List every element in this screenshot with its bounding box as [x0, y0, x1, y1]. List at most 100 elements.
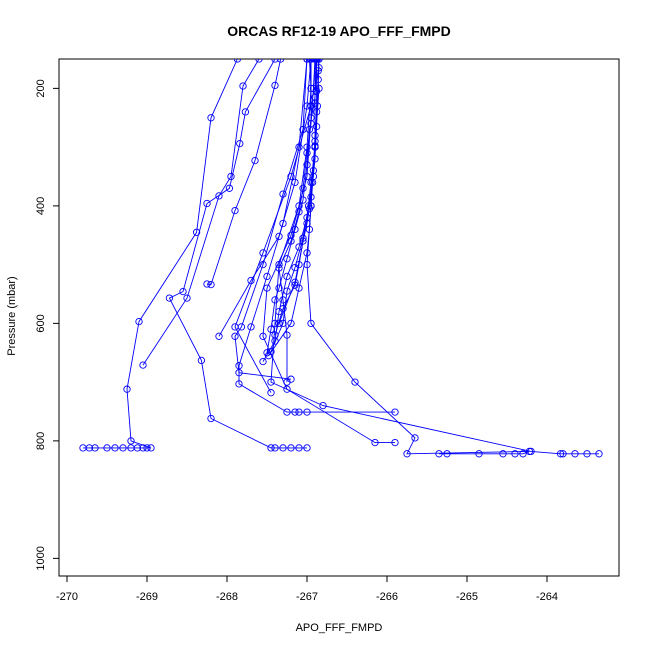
data-point	[147, 444, 155, 452]
data-point	[123, 385, 131, 393]
x-tick-label: -268	[216, 591, 238, 603]
data-point	[295, 408, 303, 416]
data-point	[511, 450, 519, 458]
data-point	[303, 260, 311, 269]
data-point	[443, 450, 451, 458]
series-line	[234, 59, 312, 393]
data-point	[315, 64, 323, 72]
data-point	[303, 161, 311, 169]
data-point	[307, 202, 315, 210]
data-point	[559, 450, 567, 458]
data-point	[295, 444, 303, 452]
data-point	[215, 332, 223, 340]
data-point	[308, 178, 317, 187]
data-point	[287, 172, 295, 181]
y-axis-label: Pressure (mbar)	[6, 276, 18, 355]
data-point	[207, 414, 215, 423]
data-point	[271, 331, 279, 339]
data-point	[271, 444, 279, 452]
series-line	[270, 59, 599, 455]
data-point	[312, 122, 321, 131]
data-point	[165, 294, 174, 302]
series-line	[278, 59, 320, 324]
data-point	[556, 450, 565, 458]
data-point	[267, 347, 275, 356]
data-point	[263, 284, 271, 292]
data-point	[319, 401, 327, 410]
data-point	[275, 319, 283, 328]
data-point	[303, 149, 311, 157]
data-point	[311, 131, 319, 140]
data-point	[351, 378, 359, 386]
x-axis: -270 -269 -268 -267 -266 -265 -264	[56, 575, 558, 603]
data-point	[225, 184, 234, 192]
data-point	[231, 206, 239, 215]
data-point	[139, 444, 147, 452]
data-point	[519, 450, 527, 458]
x-tick-label: -265	[456, 591, 478, 603]
data-point	[111, 444, 119, 452]
data-point	[305, 125, 314, 134]
series-line	[238, 59, 395, 413]
data-point	[197, 356, 206, 365]
data-point	[304, 202, 313, 210]
x-tick-label: -264	[536, 591, 558, 603]
data-point	[283, 378, 291, 386]
data-point	[475, 450, 483, 458]
data-point	[179, 287, 187, 296]
data-point	[283, 331, 291, 339]
data-point	[291, 408, 299, 416]
data-point	[259, 332, 267, 340]
data-point	[311, 99, 319, 107]
data-point	[255, 59, 263, 63]
data-point	[263, 272, 271, 281]
data-point	[235, 380, 243, 388]
plot-frame	[58, 58, 620, 577]
data-point	[203, 199, 211, 208]
data-point	[271, 296, 279, 304]
series-line	[234, 59, 308, 380]
series-line	[262, 59, 395, 444]
y-tick-label: 400	[35, 197, 47, 215]
data-point	[85, 444, 94, 452]
data-point	[283, 287, 291, 295]
series-line	[268, 59, 318, 356]
data-point	[279, 219, 287, 228]
y-tick-label: 1000	[35, 546, 47, 570]
data-point	[303, 444, 311, 452]
data-point	[403, 450, 411, 458]
series-line	[218, 59, 312, 337]
data-point	[275, 232, 283, 241]
data-point	[307, 59, 315, 63]
data-point	[279, 319, 287, 328]
data-point	[279, 305, 287, 313]
data-point	[215, 192, 223, 200]
series-line	[142, 59, 260, 366]
data-point	[527, 447, 535, 456]
data-point	[231, 332, 239, 340]
data-point	[259, 249, 267, 257]
chart-title: ORCAS RF12-19 APO_FFF_FMPD	[227, 23, 451, 39]
data-point	[267, 378, 275, 386]
data-point	[231, 323, 239, 331]
data-point	[283, 272, 291, 281]
x-tick-label: -267	[296, 591, 318, 603]
data-point	[235, 369, 243, 377]
data-point	[299, 196, 307, 204]
data-point	[135, 317, 143, 326]
y-tick-label: 200	[35, 79, 47, 97]
data-point	[267, 444, 275, 452]
data-point	[271, 337, 279, 345]
y-tick-label: 800	[35, 432, 47, 450]
series-line	[168, 59, 307, 449]
data-point	[287, 319, 295, 328]
data-point	[103, 444, 111, 452]
data-point	[499, 450, 507, 458]
data-point	[279, 444, 287, 452]
data-point	[435, 450, 443, 458]
x-tick-label: -270	[56, 591, 78, 603]
data-point	[291, 225, 299, 234]
data-point	[127, 437, 135, 445]
data-point	[233, 59, 242, 63]
data-point	[247, 323, 255, 331]
